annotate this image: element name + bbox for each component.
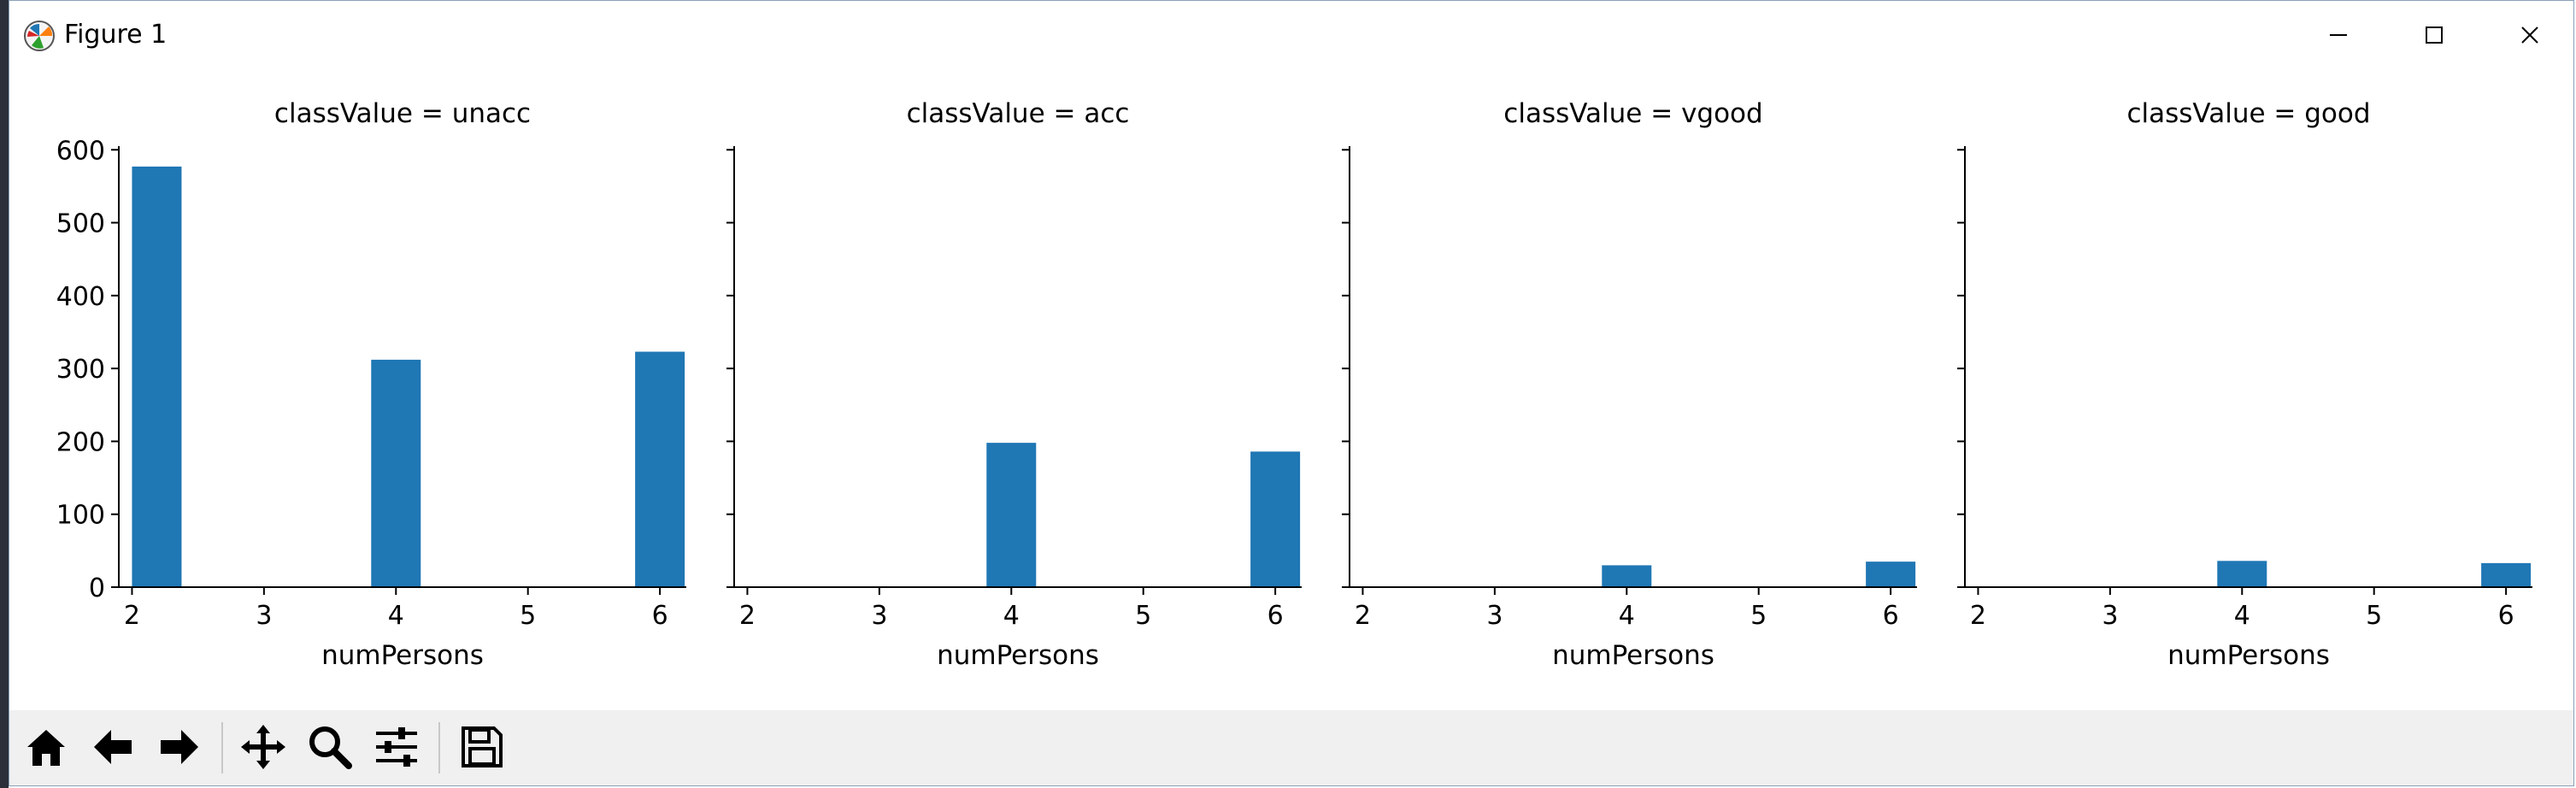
x-tick-label: 2 [124,601,140,631]
configure-subplots-icon [376,727,417,767]
x-tick-label: 2 [739,601,756,631]
x-tick-label: 6 [1883,601,1899,631]
x-tick-label: 6 [2498,601,2514,631]
subplot-4: classValue = good 2 3 4 5 6 numPersons [1957,98,2532,671]
y-tick-label: 0 [89,573,105,603]
desktop-background-strip [0,0,9,788]
y-tick-label: 100 [56,501,105,531]
maximize-icon [2426,26,2443,44]
save-button[interactable] [452,717,512,777]
x-tick-label: 2 [1355,601,1371,631]
subplot-3: classValue = vgood 2 3 4 5 6 numPersons [1342,98,1917,671]
subplot-title: classValue = acc [907,98,1130,129]
subplot-title: classValue = vgood [1503,98,1762,129]
close-icon [2521,26,2538,44]
bar [132,166,182,587]
y-tick-label: 400 [56,282,105,312]
maximize-button[interactable] [2387,9,2481,61]
home-icon [27,730,65,766]
bar [986,443,1037,587]
x-tick-label: 6 [1267,601,1284,631]
back-button[interactable] [83,717,143,777]
x-tick-label: 4 [388,601,404,631]
save-icon [462,726,503,767]
x-tick-label: 6 [652,601,668,631]
bar [1866,562,1916,587]
bar [1602,565,1652,587]
bar [371,359,421,587]
forward-button[interactable] [150,717,209,777]
bar [635,351,685,587]
y-tick-label: 200 [56,427,105,457]
navigation-toolbar [9,710,2573,785]
window-title: Figure 1 [64,20,168,50]
bar [1250,451,1301,587]
toolbar-separator [438,722,440,773]
subplot-title: classValue = good [2126,98,2370,129]
title-bar[interactable]: Figure 1 [9,1,2573,69]
configure-subplots-button[interactable] [367,717,426,777]
close-button[interactable] [2483,9,2576,61]
forward-icon [161,730,198,764]
home-button[interactable] [16,717,76,777]
pan-icon [241,725,285,769]
x-axis-label: numPersons [2167,640,2330,671]
x-tick-label: 3 [2102,601,2118,631]
app-icon [24,21,55,51]
y-tick-label: 600 [56,136,105,166]
subplot-2: classValue = acc 2 3 4 5 6 numPersons [726,98,1302,671]
toolbar-separator [221,722,223,773]
figure-canvas[interactable]: classValue = unacc 0 100 200 300 400 500 600 2 3 4… [9,69,2573,710]
x-axis-label: numPersons [1552,640,1714,671]
figure-window: Figure 1 classValue = unacc 0 100 200 300 400… [9,0,2574,786]
x-axis-label: numPersons [321,640,484,671]
x-axis-label: numPersons [937,640,1099,671]
x-tick-label: 4 [1003,601,1020,631]
bar [2217,561,2267,587]
x-tick-label: 2 [1970,601,1986,631]
minimize-button[interactable] [2291,9,2385,61]
pan-button[interactable] [233,717,293,777]
x-tick-label: 5 [1750,601,1767,631]
x-tick-label: 3 [256,601,272,631]
x-tick-label: 4 [2234,601,2250,631]
bar [2481,562,2532,587]
zoom-icon [309,726,352,769]
y-tick-label: 300 [56,355,105,385]
x-tick-label: 3 [1486,601,1503,631]
x-tick-label: 5 [2366,601,2382,631]
subplot-1: classValue = unacc 0 100 200 300 400 500 600 2 3 4… [56,98,686,671]
x-tick-label: 5 [1135,601,1151,631]
zoom-button[interactable] [300,717,360,777]
y-tick-label: 500 [56,209,105,239]
x-tick-label: 4 [1619,601,1635,631]
subplot-title: classValue = unacc [274,98,531,129]
x-tick-label: 3 [871,601,887,631]
back-icon [94,730,132,764]
minimize-icon [2330,34,2347,36]
x-tick-label: 5 [520,601,536,631]
